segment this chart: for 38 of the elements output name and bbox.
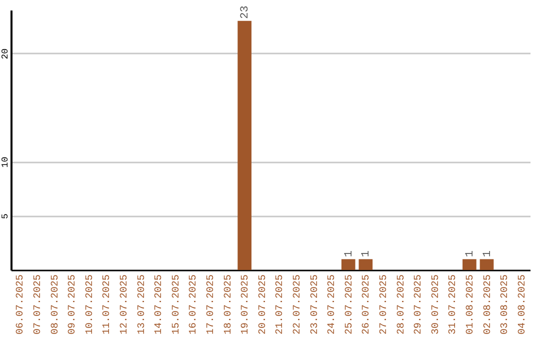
- x-tick-label: 01.08.2025: [465, 274, 476, 335]
- x-tick-label: 27.07.2025: [378, 274, 390, 335]
- x-tick-label: 16.07.2025: [188, 274, 200, 335]
- x-tick-label: 28.07.2025: [396, 274, 408, 335]
- data-label: 1: [482, 250, 494, 258]
- x-tick-label: 29.07.2025: [414, 274, 425, 335]
- x-tick-label: 31.07.2025: [448, 274, 460, 335]
- x-tick-label: 12.07.2025: [119, 274, 130, 335]
- data-label: 1: [360, 250, 373, 258]
- x-tick-label: 23.07.2025: [310, 274, 321, 335]
- x-tick-label: 15.07.2025: [171, 274, 182, 335]
- x-tick-label: 09.07.2025: [68, 274, 79, 335]
- x-tick-label: 24.07.2025: [327, 274, 338, 335]
- x-tick-label: 04.08.2025: [517, 274, 528, 335]
- x-tick-label: 21.07.2025: [275, 274, 286, 335]
- y-tick-label: 10: [0, 156, 10, 168]
- data-label: 1: [343, 250, 356, 258]
- x-tick-label: 08.07.2025: [50, 274, 62, 335]
- x-tick-label: 19.07.2025: [240, 274, 252, 335]
- x-tick-label: 25.07.2025: [344, 274, 356, 335]
- x-tick-label: 17.07.2025: [206, 274, 217, 335]
- x-tick-label: 26.07.2025: [362, 274, 373, 335]
- data-label: 23: [240, 6, 252, 19]
- x-tick-label: 20.07.2025: [258, 274, 269, 335]
- x-tick-label: 06.07.2025: [16, 274, 27, 335]
- x-tick-label: 07.07.2025: [32, 274, 44, 335]
- x-tick-label: 14.07.2025: [154, 274, 166, 335]
- data-label: 1: [464, 250, 476, 258]
- x-tick-label: 03.08.2025: [500, 274, 512, 335]
- x-tick-label: 13.07.2025: [136, 274, 148, 335]
- x-tick-label: 11.07.2025: [102, 274, 114, 335]
- x-tick-label: 18.07.2025: [223, 274, 234, 335]
- x-tick-label: 30.07.2025: [430, 274, 442, 335]
- x-tick-label: 02.08.2025: [482, 274, 494, 335]
- x-tick-label: 10.07.2025: [84, 274, 96, 335]
- y-tick-label: 20: [0, 48, 10, 60]
- y-tick-label: 5: [0, 214, 10, 220]
- x-tick-label: 22.07.2025: [292, 274, 304, 335]
